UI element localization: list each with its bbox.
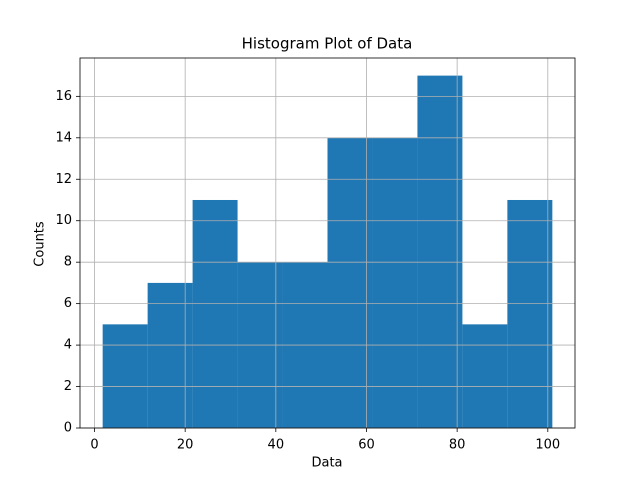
bar [462,324,508,428]
bar [102,324,148,428]
y-tick-label: 12 [55,172,72,187]
x-tick-label: 40 [268,438,285,453]
y-tick-label: 2 [64,379,72,394]
y-axis-label: Counts [33,221,48,267]
y-tick-label: 8 [64,255,72,270]
x-axis-label: Data [311,456,342,471]
x-tick-label: 0 [90,438,98,453]
x-tick-label: 20 [177,438,194,453]
y-tick-label: 10 [55,213,72,228]
bar [147,282,193,428]
plot-frame [79,57,576,429]
bar [507,199,553,428]
x-tick-label: 60 [358,438,375,453]
bar [417,75,463,428]
x-tick-label: 80 [449,438,466,453]
bar [192,199,238,428]
bar [372,137,418,428]
chart-title: Histogram Plot of Data [242,35,413,53]
y-tick-label: 16 [55,89,72,104]
y-tick-label: 14 [55,130,72,145]
y-tick-label: 6 [64,296,72,311]
x-tick-label: 100 [535,438,560,453]
bar [327,137,373,428]
y-tick-label: 4 [64,338,72,353]
y-tick-label: 0 [64,421,72,436]
